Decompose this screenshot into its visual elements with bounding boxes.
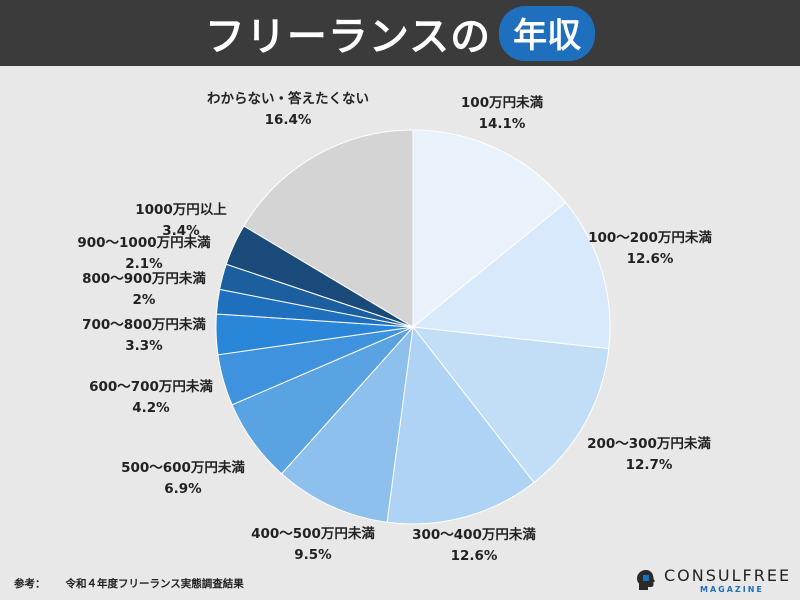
- slice-value-1: 12.6%: [627, 251, 674, 267]
- slice-label-8: 800〜900万円未満: [82, 270, 206, 287]
- pie-slice-1: [411, 201, 611, 350]
- reference-label: 参考：: [14, 578, 46, 590]
- slice-label-10: 1000万円以上: [135, 202, 227, 218]
- slice-value-6: 4.2%: [132, 400, 170, 416]
- reference-note: 参考： 令和４年度フリーランス実態調査結果: [14, 576, 244, 591]
- pie-slice-0: [412, 129, 567, 329]
- slice-value-9: 2.1%: [125, 256, 163, 272]
- pie-slice-4: [280, 325, 414, 523]
- pie-slice-2: [411, 326, 610, 484]
- title-text: フリーランスの: [204, 14, 492, 60]
- pie-chart: 100万円未満 14.1% 100〜200万円未満 12.6% 200〜300万円未満 1…: [77, 90, 712, 564]
- slice-value-7: 3.3%: [125, 338, 163, 354]
- slice-label-2: 200〜300万円未満: [587, 435, 711, 452]
- slice-value-11: 16.4%: [265, 112, 312, 128]
- slice-value-10: 3.4%: [162, 223, 200, 239]
- slice-label-1: 100〜200万円未満: [588, 229, 712, 246]
- title-highlight-badge: 年収: [499, 5, 596, 61]
- slice-value-8: 2%: [133, 292, 156, 308]
- slice-label-4: 400〜500万円未満: [251, 525, 375, 542]
- slice-value-5: 6.9%: [164, 481, 202, 497]
- slice-label-5: 500〜600万円未満: [121, 459, 245, 476]
- reference-source: 令和４年度フリーランス実態調査結果: [65, 578, 244, 590]
- page-title: フリーランスの 年収: [0, 0, 800, 66]
- brand-logo: CONSULFREE MAGAZINE: [634, 566, 794, 596]
- pie-slice-3: [386, 325, 535, 525]
- slice-label-11: わからない・答えたくない: [207, 90, 369, 107]
- slice-label-6: 600〜700万円未満: [89, 378, 213, 395]
- slice-label-3: 300〜400万円未満: [412, 526, 536, 543]
- header-bar: [0, 0, 800, 66]
- brand-subtitle: MAGAZINE: [700, 585, 764, 594]
- brand-name: CONSULFREE: [664, 566, 792, 585]
- head-silhouette-icon: [637, 570, 655, 590]
- pie-slice-11: [243, 129, 414, 328]
- slice-value-2: 12.7%: [626, 457, 673, 473]
- slice-label-7: 700〜800万円未満: [82, 316, 206, 333]
- slice-value-4: 9.5%: [294, 547, 332, 563]
- slice-label-9: 900〜1000万円未満: [77, 234, 211, 251]
- slice-value-0: 14.1%: [479, 116, 526, 132]
- slice-value-3: 12.6%: [451, 548, 498, 564]
- slice-label-0: 100万円未満: [461, 94, 544, 111]
